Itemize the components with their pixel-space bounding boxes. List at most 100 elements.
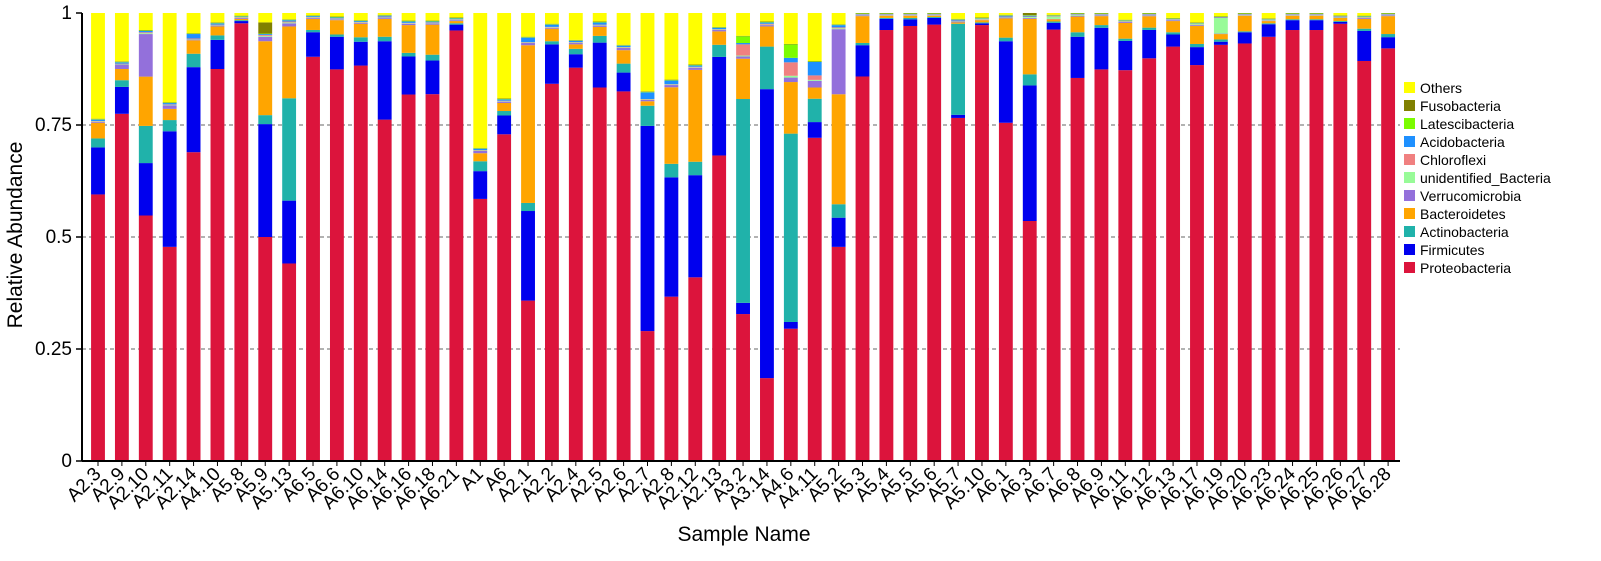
bar-segment — [1309, 15, 1324, 20]
bar-segment — [497, 111, 512, 116]
bar-segment — [568, 40, 583, 43]
bar-segment — [807, 75, 822, 80]
legend-swatch — [1404, 190, 1415, 201]
bar-segment — [664, 87, 679, 164]
bar-segment — [521, 43, 535, 46]
bar-segment — [1333, 17, 1348, 22]
bar-segment — [592, 13, 607, 22]
bar-segment — [1166, 46, 1181, 461]
bar-segment — [306, 29, 320, 33]
bar-segment — [592, 22, 607, 25]
bar-segment — [998, 13, 1013, 15]
bar-segment — [640, 331, 655, 461]
legend-label: Actinobacteria — [1420, 224, 1509, 240]
bar-segment — [473, 198, 488, 462]
bar-segment — [91, 121, 105, 123]
y-tick-label: 0.25 — [35, 339, 72, 360]
bar-segment — [592, 35, 607, 43]
legend: Others Fusobacteria Latescibacteria Acidoba… — [1404, 80, 1551, 276]
bar-segment — [329, 20, 344, 35]
bar-segment — [640, 92, 655, 100]
bar-segment — [927, 24, 942, 461]
bar-segment — [951, 114, 966, 118]
bar-segment — [449, 20, 464, 22]
bar-segment — [401, 52, 416, 57]
bar-segment — [736, 43, 750, 45]
bar-segment — [1046, 29, 1061, 462]
bar-segment — [258, 22, 273, 34]
bar-segment — [401, 23, 416, 26]
bar-segment — [353, 23, 368, 38]
bar-segment — [497, 134, 512, 461]
bar-segment — [760, 26, 774, 47]
bar-segment — [760, 23, 774, 25]
bar-segment — [1261, 36, 1276, 461]
bar-segment — [712, 27, 727, 30]
bar-segment — [353, 13, 368, 21]
legend-swatch — [1404, 244, 1415, 255]
bar-segment — [688, 67, 703, 70]
bar-segment — [1118, 22, 1133, 39]
bar-segment — [138, 33, 153, 35]
bar-segment — [282, 263, 297, 461]
bar-segment — [186, 13, 201, 34]
bar-segment — [568, 54, 583, 68]
bar-segment — [640, 105, 655, 126]
bar-segment — [234, 17, 249, 19]
bar-segment — [258, 41, 273, 116]
bar-segment — [783, 77, 798, 83]
legend-label: Firmicutes — [1420, 242, 1485, 258]
bar-segment — [807, 98, 822, 123]
bar-segment — [329, 36, 344, 70]
bar-segment — [951, 13, 966, 19]
legend-label: Latescibacteria — [1420, 116, 1514, 132]
bar-segment — [401, 94, 416, 461]
bar-segment — [114, 62, 129, 64]
bar-segment — [855, 16, 870, 43]
bar-segment — [1333, 23, 1348, 462]
bar-segment — [1118, 40, 1133, 71]
bar-segment — [353, 41, 368, 66]
bar-segment — [114, 113, 129, 462]
bar-segment — [210, 39, 225, 69]
bar-segment — [903, 19, 918, 26]
legend-swatch — [1404, 136, 1415, 147]
bar-segment — [1357, 13, 1372, 16]
x-axis-title: Sample Name — [677, 523, 810, 546]
bar-segment — [1213, 39, 1228, 42]
bar-segment — [783, 328, 798, 461]
bar-segment — [783, 321, 798, 329]
bar-segment — [568, 43, 583, 45]
bar-segment — [712, 56, 727, 156]
bar-segment — [1190, 13, 1204, 23]
bar-segment — [449, 13, 464, 18]
bar-segment — [1285, 30, 1300, 462]
bar-segment — [616, 45, 631, 48]
bar-segment — [640, 125, 655, 332]
bar-segment — [831, 94, 846, 205]
bar-segment — [91, 147, 105, 195]
bar-segment — [927, 17, 942, 25]
bar-segment — [258, 35, 273, 37]
bar-segment — [783, 62, 798, 76]
bar-segment — [616, 13, 631, 45]
bar-segment — [353, 21, 368, 22]
bar-segment — [951, 23, 966, 115]
bar-segment — [1046, 13, 1061, 15]
bar-segment — [210, 69, 225, 461]
bar-segment — [1142, 27, 1157, 30]
bar-segment — [234, 21, 249, 24]
bar-segment — [1213, 13, 1228, 17]
bar-segment — [736, 13, 750, 36]
bar-segment — [258, 36, 273, 42]
bar-segment — [1237, 43, 1252, 462]
bar-segment — [258, 34, 273, 36]
bar-segment — [783, 75, 798, 78]
bar-segment — [831, 246, 846, 461]
bar-segment — [401, 21, 416, 23]
bar-segment — [282, 20, 297, 22]
bar-segment — [282, 200, 297, 264]
bar-segment — [282, 21, 297, 23]
bar-segment — [1094, 25, 1109, 28]
legend-swatch — [1404, 82, 1415, 93]
